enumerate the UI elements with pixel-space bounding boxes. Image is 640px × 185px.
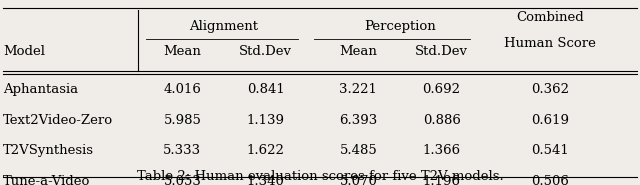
Text: Model: Model xyxy=(3,45,45,58)
Text: Std.Dev: Std.Dev xyxy=(239,45,292,58)
Text: 5.053: 5.053 xyxy=(163,175,202,185)
Text: Alignment: Alignment xyxy=(189,20,259,33)
Text: 5.070: 5.070 xyxy=(339,175,378,185)
Text: 0.506: 0.506 xyxy=(531,175,570,185)
Text: 1.366: 1.366 xyxy=(422,144,461,157)
Text: 0.841: 0.841 xyxy=(247,83,284,96)
Text: Aphantasia: Aphantasia xyxy=(3,83,78,96)
Text: 1.622: 1.622 xyxy=(246,144,285,157)
Text: 6.393: 6.393 xyxy=(339,114,378,127)
Text: 1.196: 1.196 xyxy=(422,175,461,185)
Text: Table 2: Human evaluation scores for five T2V models.: Table 2: Human evaluation scores for fiv… xyxy=(136,170,504,183)
Text: 5.333: 5.333 xyxy=(163,144,202,157)
Text: 1.139: 1.139 xyxy=(246,114,285,127)
Text: Std.Dev: Std.Dev xyxy=(415,45,468,58)
Text: 1.340: 1.340 xyxy=(246,175,285,185)
Text: 5.485: 5.485 xyxy=(340,144,377,157)
Text: 0.619: 0.619 xyxy=(531,114,570,127)
Text: 0.692: 0.692 xyxy=(422,83,461,96)
Text: 0.886: 0.886 xyxy=(422,114,461,127)
Text: Text2Video-Zero: Text2Video-Zero xyxy=(3,114,113,127)
Text: 3.221: 3.221 xyxy=(339,83,378,96)
Text: Tune-a-Video: Tune-a-Video xyxy=(3,175,91,185)
Text: Combined: Combined xyxy=(516,11,584,24)
Text: Mean: Mean xyxy=(163,45,202,58)
Text: Mean: Mean xyxy=(339,45,378,58)
Text: 0.541: 0.541 xyxy=(532,144,569,157)
Text: 0.362: 0.362 xyxy=(531,83,570,96)
Text: 4.016: 4.016 xyxy=(163,83,202,96)
Text: 5.985: 5.985 xyxy=(163,114,202,127)
Text: Human Score: Human Score xyxy=(504,37,596,50)
Text: T2VSynthesis: T2VSynthesis xyxy=(3,144,94,157)
Text: Perception: Perception xyxy=(364,20,436,33)
